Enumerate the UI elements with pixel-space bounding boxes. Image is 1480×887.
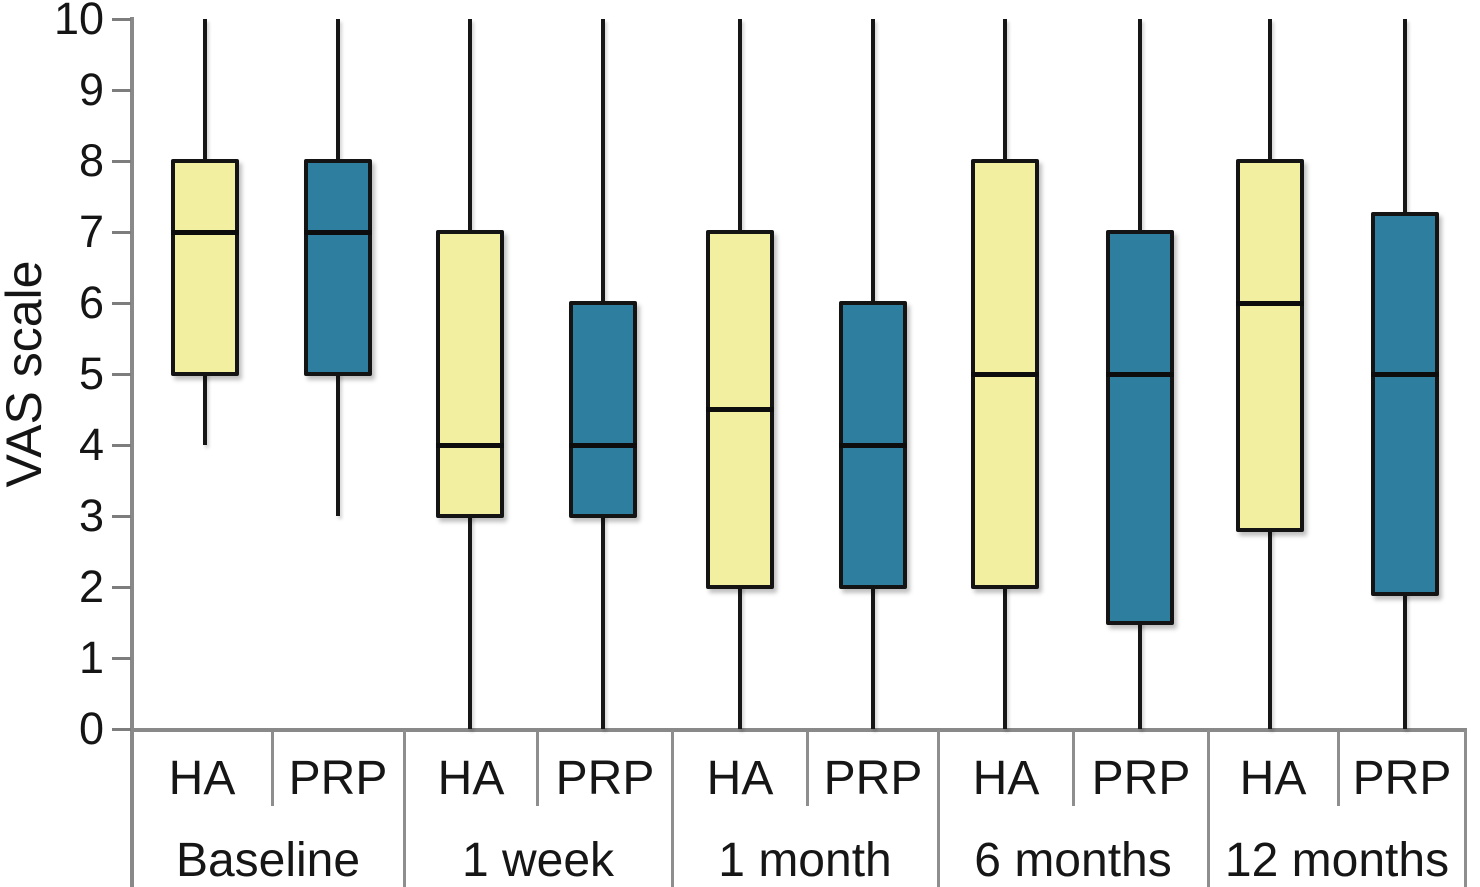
y-tick (112, 727, 131, 731)
box-ha-12-months (1236, 159, 1304, 533)
box-prp-1-week (569, 301, 637, 518)
treatment-label-prp: PRP (1091, 752, 1191, 805)
treatment-label-prp: PRP (823, 752, 923, 805)
treatment-divider (1336, 732, 1340, 806)
box-ha-baseline (171, 159, 239, 376)
x-axis-line (130, 728, 1467, 732)
y-tick (112, 159, 131, 163)
y-tick-label: 3 (78, 490, 104, 541)
median-ha-1-week (436, 442, 504, 448)
group-divider (1463, 730, 1467, 887)
y-tick-label: 6 (78, 277, 104, 328)
y-tick-label: 7 (78, 206, 104, 257)
group-label-12-months: 12 months (1224, 834, 1450, 887)
treatment-divider (270, 732, 274, 806)
treatment-label-prp: PRP (555, 752, 655, 805)
treatment-label-ha: HA (437, 752, 505, 805)
box-prp-12-months (1371, 212, 1439, 597)
treatment-divider (1071, 732, 1075, 806)
y-tick-label: 0 (78, 703, 104, 754)
y-tick (112, 301, 131, 305)
median-prp-12-months (1371, 371, 1439, 377)
median-ha-1-month (706, 407, 774, 412)
y-tick (112, 656, 131, 660)
treatment-label-ha: HA (706, 752, 774, 805)
y-tick-label: 10 (53, 0, 104, 44)
group-divider (936, 730, 940, 887)
treatment-divider (805, 732, 809, 806)
box-prp-baseline (304, 159, 372, 376)
y-tick-label: 8 (78, 135, 104, 186)
treatment-label-ha: HA (1239, 752, 1307, 805)
y-tick (112, 17, 131, 21)
median-ha-12-months (1236, 300, 1304, 306)
median-prp-baseline (304, 229, 372, 235)
y-tick (112, 230, 131, 234)
group-divider (1206, 730, 1210, 887)
y-tick-label: 1 (78, 632, 104, 683)
y-tick (112, 443, 131, 447)
y-tick (112, 585, 131, 589)
group-divider (670, 730, 674, 887)
group-label-1-month: 1 month (718, 834, 892, 887)
y-tick-label: 2 (78, 561, 104, 612)
y-tick-label: 5 (78, 348, 104, 399)
treatment-label-ha: HA (168, 752, 236, 805)
median-ha-baseline (171, 229, 239, 235)
box-ha-1-week (436, 230, 504, 518)
group-label-1-week: 1 week (461, 834, 615, 887)
treatment-label-prp: PRP (1352, 752, 1452, 805)
y-tick (112, 372, 131, 376)
median-prp-1-week (569, 442, 637, 448)
y-tick-label: 4 (78, 419, 104, 470)
median-ha-6-months (971, 371, 1039, 377)
group-label-baseline: Baseline (175, 834, 361, 887)
y-tick-label: 9 (78, 64, 104, 115)
group-divider (402, 730, 406, 887)
y-tick (112, 514, 131, 518)
median-prp-6-months (1106, 371, 1174, 377)
median-prp-1-month (839, 442, 907, 448)
box-prp-6-months (1106, 230, 1174, 625)
group-label-6-months: 6 months (974, 834, 1172, 887)
y-tick (112, 88, 131, 92)
y-axis-line (130, 17, 134, 887)
treatment-label-prp: PRP (288, 752, 388, 805)
treatment-divider (535, 732, 539, 806)
treatment-label-ha: HA (972, 752, 1040, 805)
